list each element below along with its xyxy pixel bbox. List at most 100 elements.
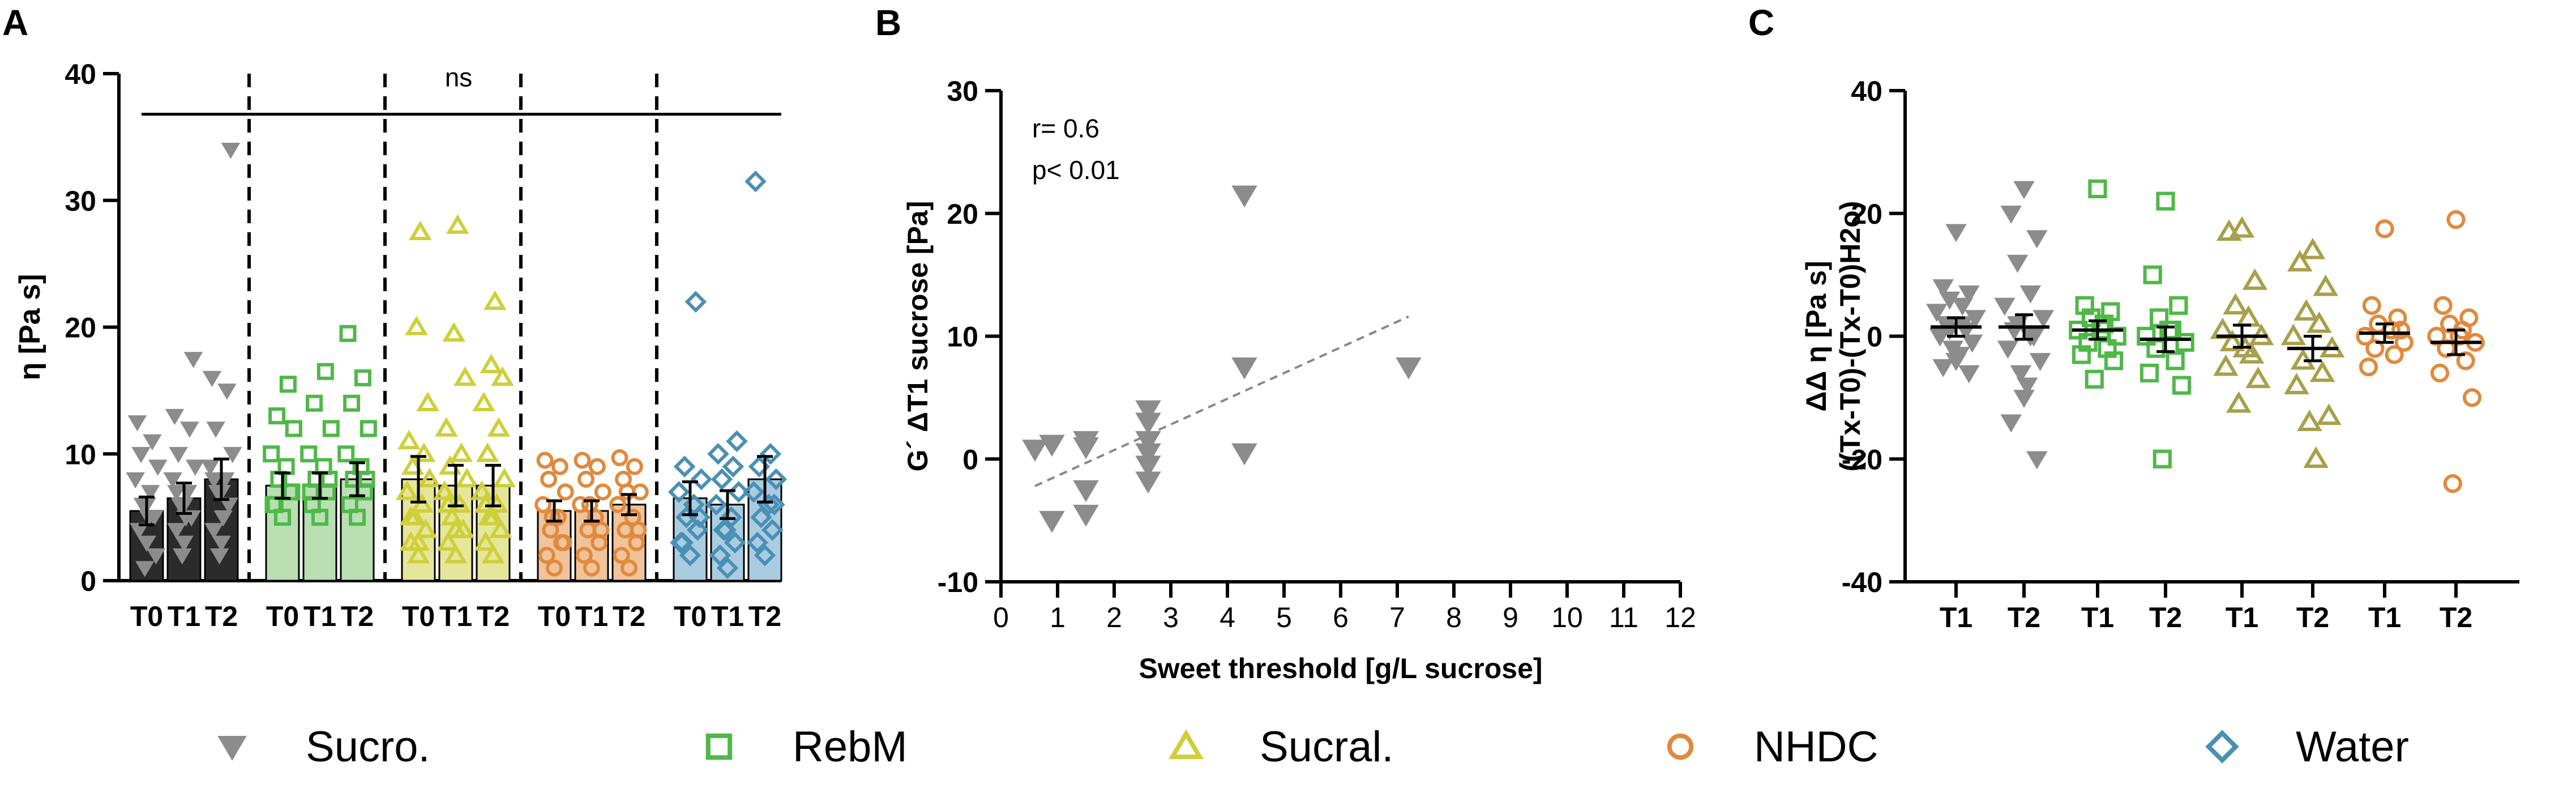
data-point bbox=[316, 363, 334, 380]
legend-label-water: Water bbox=[2296, 723, 2409, 771]
y-axis-label: G´ ΔT1 sucrose [Pa] bbox=[902, 201, 934, 472]
legend-label-sucrose: Sucro. bbox=[306, 723, 430, 771]
data-point bbox=[2026, 451, 2048, 470]
data-point bbox=[140, 485, 160, 501]
data-point bbox=[453, 366, 477, 386]
data-point bbox=[2006, 254, 2029, 273]
x-tick-label: T1 bbox=[711, 600, 744, 632]
data-point bbox=[320, 471, 338, 488]
x-tick-label: T0 bbox=[266, 600, 299, 632]
data-point bbox=[690, 468, 713, 491]
data-point bbox=[1073, 505, 1099, 527]
data-point bbox=[139, 510, 159, 527]
data-point bbox=[180, 421, 199, 438]
data-point bbox=[410, 493, 434, 513]
data-point bbox=[2013, 390, 2035, 408]
data-point bbox=[360, 420, 377, 437]
data-point bbox=[137, 535, 156, 552]
y-tick-label: 40 bbox=[65, 58, 96, 90]
data-point bbox=[127, 415, 147, 432]
x-tick-label: T2 bbox=[205, 600, 238, 632]
x-tick-label: 10 bbox=[1551, 602, 1583, 633]
legend-marker-sucral bbox=[1169, 729, 1204, 759]
data-point bbox=[577, 471, 595, 488]
legend-marker-sucrose bbox=[217, 736, 247, 761]
data-point bbox=[1945, 224, 1967, 242]
data-point bbox=[581, 496, 598, 513]
data-point bbox=[444, 518, 468, 538]
data-point bbox=[397, 429, 421, 450]
data-point bbox=[1039, 435, 1065, 457]
data-point bbox=[673, 455, 696, 478]
data-point bbox=[437, 493, 460, 513]
data-point bbox=[165, 408, 185, 425]
data-point bbox=[300, 445, 318, 463]
data-point bbox=[146, 548, 166, 565]
data-point bbox=[534, 496, 552, 513]
data-point bbox=[592, 521, 610, 539]
data-point bbox=[724, 531, 746, 554]
panel-letter-b: B bbox=[875, 2, 901, 43]
data-point bbox=[1231, 443, 1257, 466]
x-tick-label: 8 bbox=[1446, 602, 1462, 633]
data-point bbox=[716, 557, 739, 579]
data-point bbox=[1994, 297, 2016, 316]
data-point bbox=[705, 493, 728, 516]
data-point bbox=[455, 467, 479, 488]
data-point bbox=[667, 481, 690, 503]
data-point bbox=[1135, 400, 1161, 423]
data-point bbox=[2153, 449, 2172, 468]
data-point bbox=[212, 535, 231, 552]
data-point bbox=[630, 521, 647, 539]
data-point bbox=[433, 480, 456, 500]
y-tick-label: 30 bbox=[65, 185, 96, 217]
x-tick-label: 12 bbox=[1664, 602, 1696, 633]
data-point bbox=[765, 468, 788, 491]
data-point bbox=[204, 472, 224, 489]
y-tick-label: -40 bbox=[1842, 566, 1882, 598]
data-point bbox=[2029, 353, 2051, 371]
data-point bbox=[1022, 440, 1048, 462]
data-point bbox=[2032, 310, 2054, 329]
data-point bbox=[481, 544, 505, 564]
y-tick-label: 10 bbox=[947, 321, 978, 353]
data-point bbox=[1958, 365, 1980, 384]
data-point bbox=[1135, 471, 1161, 494]
data-point bbox=[2300, 237, 2326, 259]
data-point bbox=[2000, 414, 2022, 433]
data-point bbox=[2072, 345, 2091, 364]
data-point bbox=[746, 531, 769, 554]
data-point bbox=[2242, 268, 2268, 290]
data-point bbox=[2303, 446, 2329, 468]
x-tick-label: 9 bbox=[1503, 602, 1518, 633]
data-point bbox=[2013, 181, 2035, 199]
data-point bbox=[2219, 330, 2245, 352]
data-point bbox=[264, 496, 282, 513]
data-point bbox=[217, 384, 237, 400]
x-tick-label: T2 bbox=[477, 600, 510, 632]
data-point bbox=[2143, 265, 2162, 284]
x-tick-label: T1 bbox=[168, 600, 200, 632]
data-point bbox=[2175, 333, 2194, 352]
data-point bbox=[722, 455, 744, 478]
y-tick-label: 40 bbox=[1851, 75, 1882, 107]
data-point bbox=[707, 443, 729, 465]
data-point bbox=[1135, 443, 1161, 466]
data-point bbox=[2019, 285, 2042, 304]
data-point bbox=[572, 496, 589, 513]
data-point bbox=[437, 531, 460, 551]
data-point bbox=[444, 544, 468, 564]
y-tick-label: 20 bbox=[65, 312, 96, 344]
y-tick-label: -20 bbox=[1842, 444, 1882, 475]
data-point bbox=[714, 519, 737, 541]
data-point bbox=[1231, 185, 1257, 208]
significance-label: ns bbox=[445, 62, 473, 92]
legend-label-rebm: RebM bbox=[793, 723, 908, 771]
data-point bbox=[2456, 351, 2475, 370]
data-point bbox=[709, 544, 731, 566]
data-point bbox=[409, 220, 432, 240]
data-point bbox=[1135, 431, 1161, 453]
data-point bbox=[2443, 474, 2462, 493]
